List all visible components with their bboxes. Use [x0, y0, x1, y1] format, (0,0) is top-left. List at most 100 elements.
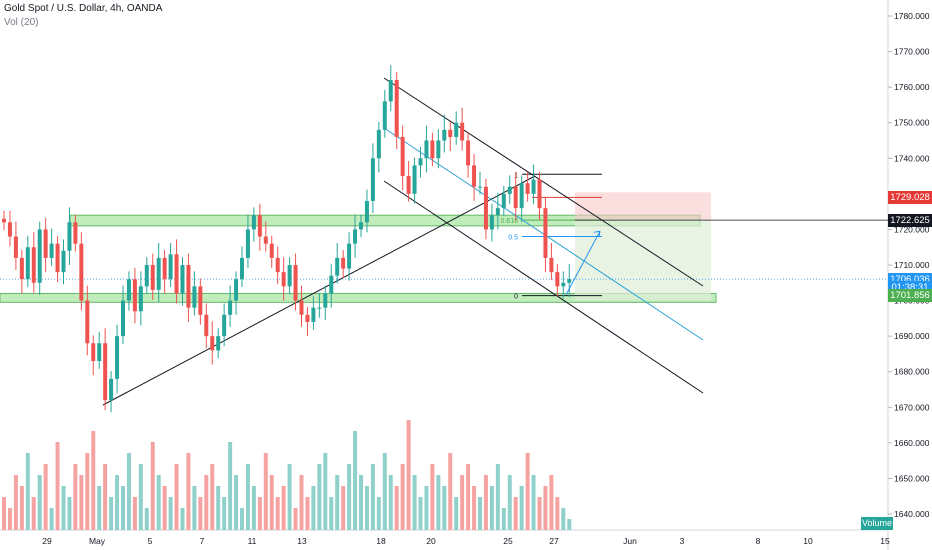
candle-body [519, 183, 524, 209]
volume-bar [311, 486, 316, 530]
candle-body [126, 279, 131, 301]
volume-bar [25, 453, 30, 530]
volume-bar [216, 486, 221, 530]
candle-body [103, 343, 108, 401]
candle-body [91, 343, 96, 362]
volume-bar [555, 497, 560, 530]
volume-bar [501, 508, 506, 530]
candle-body [25, 247, 30, 280]
channel-top-line [383, 77, 704, 287]
candle-body [49, 243, 54, 258]
time-tick-label: May [89, 536, 106, 546]
volume-bar [55, 442, 60, 530]
volume-bar [460, 475, 465, 530]
candle-body [537, 179, 542, 209]
price-tick-label: 1780.000 [894, 11, 930, 21]
candle-body [138, 286, 143, 312]
time-tick-label: 20 [426, 536, 436, 546]
price-tick-label: 1650.000 [894, 473, 930, 483]
volume-bar [121, 486, 125, 530]
candle-body [198, 286, 203, 315]
volume-bar [180, 508, 185, 530]
candle-body [245, 229, 250, 258]
price-tick-label: 1640.000 [894, 509, 930, 519]
volume-bar [198, 497, 203, 530]
candle-body [79, 243, 84, 301]
price-tick-label: 1770.000 [894, 47, 930, 57]
candle-body [359, 222, 363, 230]
volume-bar [115, 475, 120, 530]
volume-bar [156, 475, 161, 530]
volume-bar [168, 497, 173, 530]
volume-bar [97, 486, 102, 530]
price-tick-label: 1740.000 [894, 153, 930, 163]
candle-body [495, 208, 500, 216]
chart-legend: Gold Spot / U.S. Dollar, 4h, OANDA Vol (… [4, 2, 162, 30]
volume-bar [388, 475, 393, 530]
candle-body [121, 300, 125, 337]
price-tick-label: 1750.000 [894, 118, 930, 128]
candle-body [436, 140, 441, 159]
candle-body [97, 343, 102, 362]
volume-bar [85, 453, 90, 530]
channel-bottom-line [383, 180, 704, 394]
volume-bar [109, 497, 114, 530]
price-tag: 1722.625 [888, 213, 932, 227]
volume-bar [61, 486, 66, 530]
candle-body [364, 200, 369, 223]
volume-bar [317, 464, 322, 530]
volume-bar [269, 475, 274, 530]
symbol-title[interactable]: Gold Spot / U.S. Dollar, 4h, OANDA [4, 3, 163, 14]
volume-bar [257, 497, 262, 530]
candle-body [222, 314, 227, 337]
volume-bar [31, 497, 36, 530]
volume-bar [222, 497, 227, 530]
time-tick-label: 5 [148, 536, 153, 546]
volume-bar [210, 464, 215, 530]
volume-bar [406, 420, 411, 530]
candle-body [132, 279, 137, 312]
volume-bar [186, 453, 191, 530]
ascending-trendline [102, 175, 536, 406]
candle-body [525, 183, 530, 194]
volume-bar [483, 475, 488, 530]
time-tick-label: 3 [680, 536, 685, 546]
volume-bar [138, 464, 143, 530]
volume-bar [507, 475, 512, 530]
volume-bar [442, 486, 447, 530]
candle-body [382, 101, 387, 130]
price-tick-label: 1760.000 [894, 82, 930, 92]
volume-bar [448, 453, 453, 530]
volume-bar [466, 464, 471, 530]
candle-body [55, 243, 60, 273]
candle-body [347, 243, 352, 269]
candle-body [180, 265, 185, 294]
volume-bar [329, 497, 334, 530]
candle-body [460, 122, 465, 141]
candle-body [293, 265, 298, 301]
volume-bar [240, 508, 244, 530]
volume-bar [543, 486, 548, 530]
fib-level-label: 0 [514, 294, 518, 301]
candle-body [287, 265, 292, 287]
volume-bar [103, 464, 108, 530]
indicator-label[interactable]: Vol (20) [4, 17, 39, 28]
candle-body [168, 254, 173, 280]
candle-body [317, 307, 322, 309]
candle-body [430, 140, 435, 159]
candle-body [37, 229, 42, 283]
volume-bar [424, 486, 429, 530]
price-tick-label: 1690.000 [894, 331, 930, 341]
volume-axis-label: Volume [861, 517, 893, 530]
candle-body [204, 314, 209, 337]
volume-bar [49, 508, 54, 530]
candle-body [311, 307, 316, 322]
price-tick-label: 1660.000 [894, 438, 930, 448]
candle-body [192, 286, 197, 308]
time-tick-label: Jun [623, 536, 637, 546]
candle-body [412, 165, 417, 194]
candle-body [2, 218, 6, 223]
volume-bar [263, 453, 268, 530]
volume-bar [412, 475, 417, 530]
